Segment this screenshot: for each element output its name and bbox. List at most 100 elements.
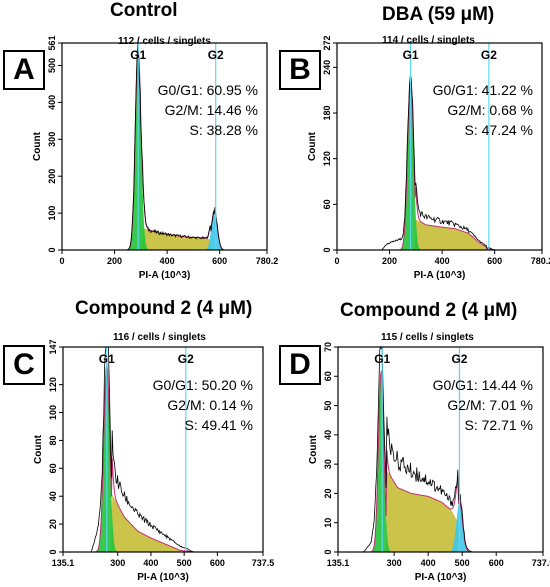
x-tick-label: 400 xyxy=(143,558,158,568)
y-tick-label: 60 xyxy=(48,463,58,473)
panel-title-b: DBA (59 μM) xyxy=(382,4,495,25)
panel-letter-c: C xyxy=(3,345,45,385)
x-tick-label: 200 xyxy=(107,256,122,266)
phase-stat-2: S: 49.41 % xyxy=(185,417,254,433)
x-tick-label: 0 xyxy=(334,256,339,266)
g1-phase-area xyxy=(338,370,543,552)
x-tick-label: 600 xyxy=(212,256,227,266)
chart-panel-c: G1 G2 0 20 40 60 80 100 120 147 135.1 300 400 500 600 7… xyxy=(33,339,275,583)
x-axis-title: PI-A (10^3) xyxy=(414,270,466,281)
y-tick-label: 30 xyxy=(323,459,333,469)
x-tick-label: 300 xyxy=(110,558,125,568)
y-tick-label: 100 xyxy=(47,206,57,221)
phase-stat-2: S: 38.28 % xyxy=(190,122,259,138)
y-tick-label: 50 xyxy=(323,401,333,411)
chart-panel-a: G1 G2 0 100 200 300 400 500 561 0 200 400 600 780.2 Co… xyxy=(32,35,278,281)
x-tick-label: 737.5 xyxy=(252,558,275,568)
x-tick-label: 300 xyxy=(387,558,402,568)
peak-label-g1: G1 xyxy=(374,352,390,366)
phase-stat-0: G0/G1: 41.22 % xyxy=(433,82,533,98)
peak-label-g2: G2 xyxy=(178,352,194,366)
phase-stat-1: G2/M: 7.01 % xyxy=(447,397,533,413)
y-tick-label: 272 xyxy=(322,35,332,50)
x-tick-label: 780.2 xyxy=(531,256,550,266)
x-tick-label: 600 xyxy=(210,558,225,568)
peak-label-g1: G1 xyxy=(403,48,419,62)
y-tick-label: 0 xyxy=(323,549,333,554)
y-tick-label: 20 xyxy=(323,488,333,498)
y-axis-title: Count xyxy=(33,434,44,464)
y-tick-label: 60 xyxy=(323,371,333,381)
x-tick-label: 600 xyxy=(487,256,502,266)
phase-stat-2: S: 47.24 % xyxy=(465,122,534,138)
panel-subtitle-a: 112 / cells / singlets xyxy=(118,36,211,47)
y-tick-label: 300 xyxy=(47,132,57,147)
peak-label-g2: G2 xyxy=(481,48,497,62)
x-tick-label: 135.1 xyxy=(52,558,75,568)
y-tick-label: 70 xyxy=(323,342,333,352)
y-tick-label: 400 xyxy=(47,95,57,110)
x-tick-label: 500 xyxy=(177,558,192,568)
y-tick-label: 100 xyxy=(48,405,58,420)
x-tick-label: 200 xyxy=(382,256,397,266)
y-tick-label: 0 xyxy=(322,247,332,252)
peak-label-g1: G1 xyxy=(99,352,115,366)
y-axis-title: Count xyxy=(32,131,43,161)
phase-stat-1: G2/M: 0.14 % xyxy=(167,397,253,413)
x-tick-label: 0 xyxy=(59,256,64,266)
y-axis-title: Count xyxy=(307,131,318,161)
y-axis-title: Count xyxy=(308,434,319,464)
panel-letter-d: D xyxy=(279,345,321,385)
peak-label-g1: G1 xyxy=(130,48,146,62)
histogram-line xyxy=(62,42,267,251)
y-tick-label: 200 xyxy=(47,169,57,184)
phase-stat-2: S: 72.71 % xyxy=(465,417,534,433)
y-tick-label: 20 xyxy=(48,519,58,529)
x-axis-title: PI-A (10^3) xyxy=(139,270,191,281)
plot-frame xyxy=(337,346,544,553)
s-phase-area xyxy=(338,470,543,552)
y-tick-label: 0 xyxy=(48,549,58,554)
x-tick-label: 737.5 xyxy=(532,558,550,568)
phase-stat-1: G2/M: 14.46 % xyxy=(165,102,258,118)
x-tick-label: 500 xyxy=(455,558,470,568)
y-tick-label: 147 xyxy=(48,339,58,354)
phase-stat-0: G0/G1: 60.95 % xyxy=(158,82,258,98)
y-tick-label: 40 xyxy=(323,430,333,440)
y-tick-label: 561 xyxy=(47,35,57,50)
phase-stat-1: G2/M: 0.68 % xyxy=(447,102,533,118)
chart-panel-d: G1 G2 0 10 20 30 40 50 60 70 135.1 300 400 500 600 737.… xyxy=(308,342,550,583)
x-tick-label: 780.2 xyxy=(256,256,279,266)
y-tick-label: 240 xyxy=(322,60,332,75)
x-tick-label: 400 xyxy=(421,558,436,568)
y-tick-label: 80 xyxy=(48,435,58,445)
panel-subtitle-d: 115 / cells / singlets xyxy=(381,332,474,343)
y-tick-label: 120 xyxy=(322,151,332,166)
panel-letter-a: A xyxy=(3,50,45,90)
plot-frame xyxy=(336,42,543,251)
y-tick-label: 60 xyxy=(322,199,332,209)
y-tick-label: 500 xyxy=(47,58,57,73)
x-axis-title: PI-A (10^3) xyxy=(137,572,189,583)
phase-stat-0: G0/G1: 50.20 % xyxy=(153,377,253,393)
s-phase-area xyxy=(62,227,267,250)
x-tick-label: 400 xyxy=(160,256,175,266)
y-tick-label: 120 xyxy=(48,377,58,392)
plot-frame xyxy=(62,346,264,553)
panel-title-a: Control xyxy=(110,0,178,21)
x-axis-title: PI-A (10^3) xyxy=(415,572,467,583)
y-tick-label: 0 xyxy=(47,247,57,252)
peak-label-g2: G2 xyxy=(451,352,467,366)
x-tick-label: 135.1 xyxy=(327,558,350,568)
y-tick-label: 10 xyxy=(323,518,333,528)
panel-subtitle-c: 116 / cells / singlets xyxy=(113,332,206,343)
panel-title-c: Compound 2 (4 μM) xyxy=(75,298,253,319)
peak-label-g2: G2 xyxy=(208,48,224,62)
x-tick-label: 400 xyxy=(435,256,450,266)
y-tick-label: 180 xyxy=(322,105,332,120)
plot-frame xyxy=(61,42,268,251)
panel-letter-b: B xyxy=(279,50,321,90)
chart-panel-b: G1 G2 0 60 120 180 240 272 0 200 400 600 780.2 Count P… xyxy=(307,35,550,281)
y-tick-label: 40 xyxy=(48,491,58,501)
panel-title-d: Compound 2 (4 μM) xyxy=(340,300,518,321)
